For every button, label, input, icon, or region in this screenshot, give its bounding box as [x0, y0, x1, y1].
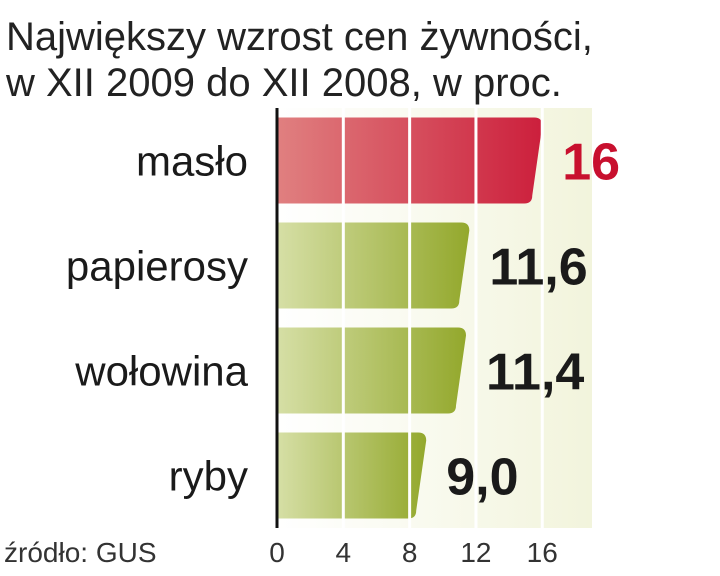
- category-label: wołowina: [74, 348, 248, 395]
- x-tick-label: 16: [527, 537, 558, 568]
- source-note: źródło: GUS: [4, 537, 157, 568]
- chart-title: Największy wzrost cen żywności,: [6, 15, 593, 59]
- value-label: 16: [562, 134, 620, 192]
- chart-subtitle: w XII 2009 do XII 2008, w proc.: [5, 61, 562, 105]
- value-label: 11,4: [486, 344, 584, 402]
- x-tick-label: 8: [402, 537, 418, 568]
- category-label: ryby: [169, 453, 248, 500]
- category-label: masło: [136, 138, 248, 185]
- value-label: 11,6: [489, 239, 587, 297]
- x-tick-labels: 0 4 8 12 16: [269, 537, 558, 568]
- category-label: papierosy: [66, 243, 248, 290]
- x-tick-label: 0: [269, 537, 285, 568]
- bar: [277, 432, 427, 519]
- value-label: 9,0: [446, 449, 518, 507]
- x-tick-label: 4: [336, 537, 352, 568]
- bar: [277, 327, 466, 414]
- x-tick-label: 12: [460, 537, 491, 568]
- value-labels: 16 11,6 11,4 9,0: [446, 134, 620, 507]
- category-labels: masło papierosy wołowina ryby: [66, 138, 249, 500]
- grid-lines: [341, 108, 544, 528]
- bar: [277, 222, 470, 309]
